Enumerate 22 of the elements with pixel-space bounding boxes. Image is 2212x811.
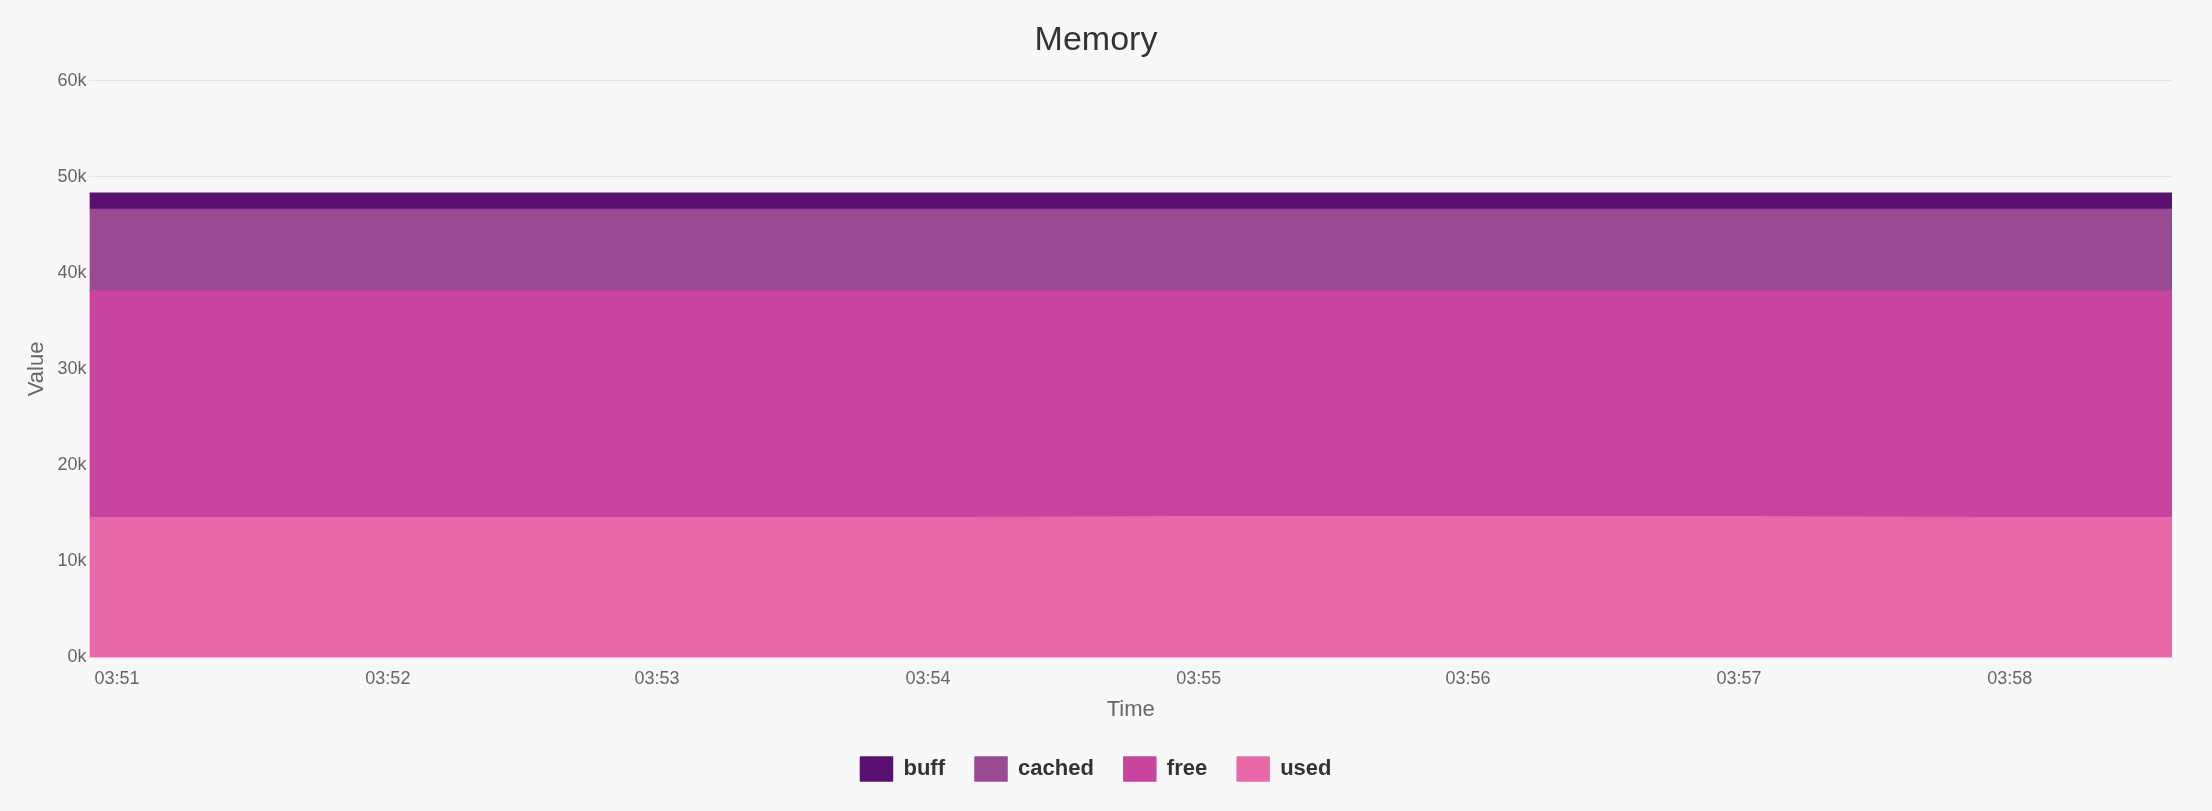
chart-title: Memory xyxy=(1034,18,1158,57)
x-tick-label: 03:57 xyxy=(1716,667,1762,688)
y-tick-label: 40k xyxy=(57,261,88,282)
y-tick-label: 60k xyxy=(57,69,88,90)
x-tick-label: 03:54 xyxy=(905,667,951,688)
legend-label: used xyxy=(1280,755,1332,781)
x-tick-label: 03:53 xyxy=(634,667,680,688)
legend-label: free xyxy=(1166,755,1208,781)
y-tick-label: 0k xyxy=(67,645,88,666)
x-tick-label: 03:55 xyxy=(1176,667,1222,688)
y-tick-label: 50k xyxy=(57,165,88,186)
x-axis-title: Time xyxy=(1106,695,1155,721)
y-axis-title: Value xyxy=(23,341,49,397)
legend-label: cached xyxy=(1018,755,1094,781)
x-tick-label: 03:56 xyxy=(1445,667,1491,688)
y-tick-label: 10k xyxy=(57,549,88,570)
y-tick-label: 30k xyxy=(57,357,88,378)
y-tick-label: 20k xyxy=(57,453,88,474)
legend-label: buff xyxy=(903,755,946,781)
x-tick-label: 03:51 xyxy=(94,667,140,688)
x-tick-label: 03:58 xyxy=(1987,667,2033,688)
x-tick-label: 03:52 xyxy=(365,667,411,688)
